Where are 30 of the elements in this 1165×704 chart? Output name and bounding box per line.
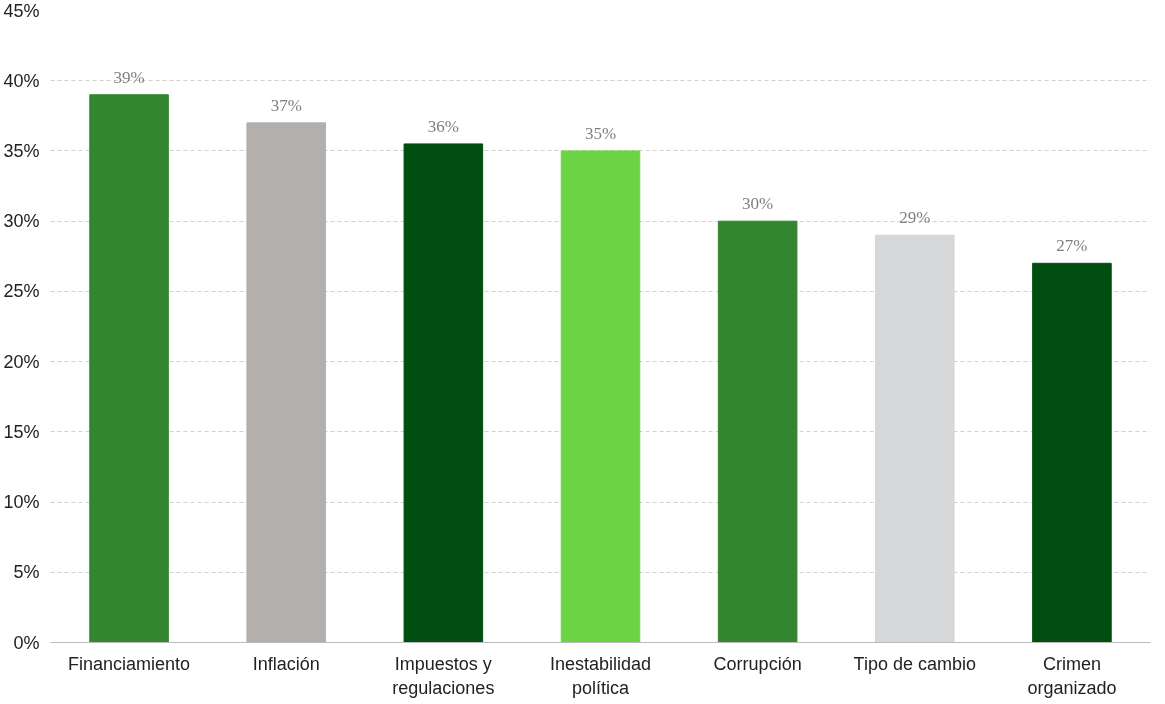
data-label: 27%	[1056, 236, 1088, 256]
bar	[403, 143, 484, 643]
bar	[1032, 262, 1112, 643]
y-tick-label: 30%	[3, 211, 40, 232]
y-tick-label: 5%	[13, 562, 40, 583]
data-label: 35%	[584, 123, 617, 143]
bar	[717, 220, 798, 643]
y-tick-label: 40%	[3, 70, 40, 91]
y-tick-label: 0%	[13, 632, 40, 653]
y-tick-label: 25%	[3, 281, 40, 302]
x-tick-label: Tipo de cambio	[853, 653, 976, 674]
bar	[560, 150, 641, 643]
x-tick-label: Impuestos y regulaciones	[392, 653, 495, 698]
y-tick-label: 35%	[3, 140, 40, 161]
data-label: 30%	[742, 194, 774, 214]
x-tick-label: Inflación	[252, 653, 320, 674]
y-tick-label: 10%	[3, 492, 40, 513]
data-label: 29%	[899, 208, 931, 228]
y-tick-label: 20%	[3, 351, 40, 372]
y-tick-label: 15%	[3, 421, 40, 442]
data-label: 37%	[270, 95, 302, 115]
x-tick-label: Financiamiento	[68, 653, 191, 674]
x-tick-label: Inestabilidad política	[549, 653, 652, 698]
y-tick-label: 45%	[3, 0, 40, 21]
bar	[246, 122, 326, 643]
data-label: 36%	[427, 116, 459, 136]
bar	[89, 94, 169, 643]
x-tick-label: Crimen organizado	[1027, 653, 1117, 698]
data-label: 39%	[113, 67, 145, 87]
x-tick-label: Corrupción	[713, 653, 802, 674]
